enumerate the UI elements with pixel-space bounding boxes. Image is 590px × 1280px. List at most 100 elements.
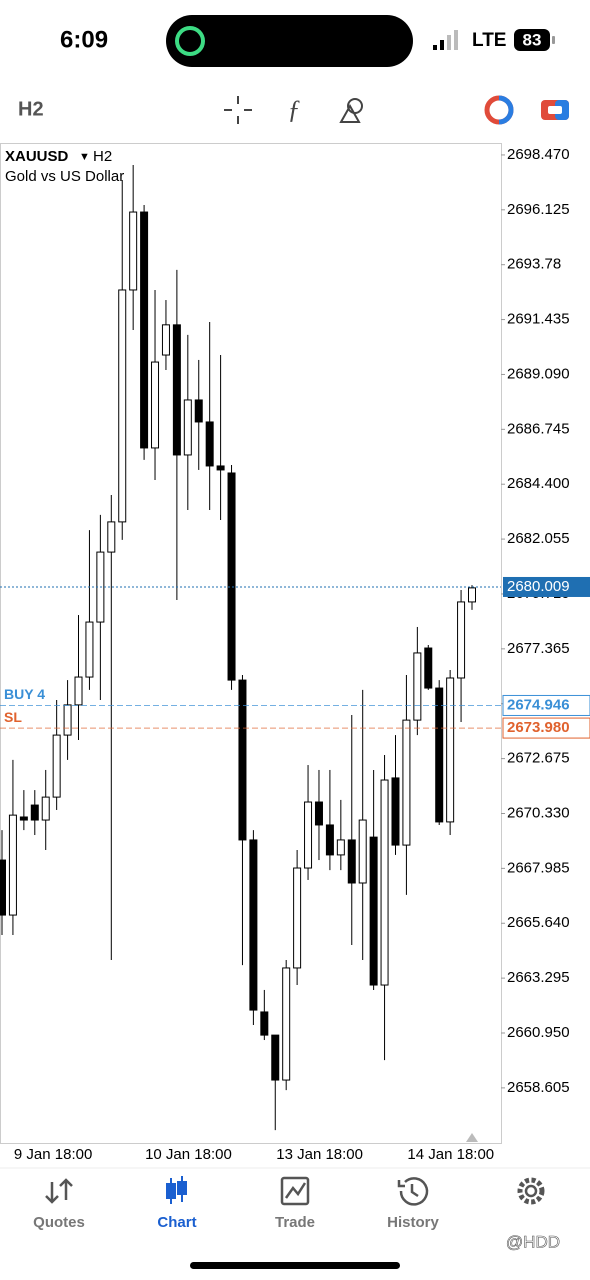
candle-body [358, 819, 367, 884]
chart-timeframe: H2 [93, 148, 112, 165]
battery-icon [514, 29, 550, 51]
candle-body [118, 289, 127, 523]
candle-body [19, 816, 28, 821]
history-icon [397, 1177, 429, 1206]
candle-body [402, 719, 411, 846]
tab-label[interactable]: History [387, 1214, 439, 1231]
dynamic-island [166, 15, 413, 67]
y-tick-label: 2686.745 [507, 420, 570, 437]
x-tick-label: 13 Jan 18:00 [276, 1146, 363, 1163]
candle-body [161, 324, 170, 356]
tab-bar: Quotes Chart Trade History [33, 1214, 439, 1231]
y-tick-label: 2691.435 [507, 311, 570, 328]
candle-body [205, 421, 214, 467]
candle-body [63, 704, 72, 736]
status-network: LTE [472, 30, 506, 51]
candle-body [391, 777, 400, 846]
candle-body [446, 677, 455, 823]
candle-body [424, 647, 433, 689]
y-tick-label: 2667.985 [507, 859, 570, 876]
y-tick-label: 2658.605 [507, 1079, 570, 1096]
tab-label[interactable]: Quotes [33, 1214, 85, 1231]
candle-body [8, 814, 17, 916]
candle-body [282, 967, 291, 1081]
y-tick-label: 2693.78 [507, 256, 561, 273]
candle-body [216, 465, 225, 471]
x-tick-label: 14 Jan 18:00 [407, 1146, 494, 1163]
tab-label[interactable]: Trade [275, 1214, 315, 1231]
trade-button[interactable] [484, 95, 514, 125]
candle-body [52, 734, 61, 798]
candle-body [85, 621, 94, 678]
y-tick-label: 2698.470 [507, 146, 570, 163]
y-tick-label: 2684.400 [507, 475, 570, 492]
candle-body [380, 779, 389, 986]
candle-body [347, 839, 356, 884]
price-label-box [502, 717, 590, 739]
candle-body [140, 211, 149, 449]
x-tick-label: 10 Jan 18:00 [145, 1146, 232, 1163]
tab-label[interactable]: Chart [157, 1214, 196, 1231]
price-label-box [503, 576, 590, 597]
candle-body [74, 676, 83, 706]
quotes-icon [45, 1178, 73, 1204]
settings-icon[interactable] [517, 1177, 545, 1205]
y-tick-label: 2696.125 [507, 201, 570, 218]
y-tick-label: 2689.090 [507, 365, 570, 382]
candle-body [172, 324, 181, 456]
candle-body [238, 679, 247, 841]
symbol-description: Gold vs US Dollar [5, 168, 124, 185]
candle-body [227, 472, 236, 681]
indicators-button[interactable]: ƒ [288, 95, 301, 124]
price-label: 2673.980 [507, 719, 570, 736]
candle-body [41, 796, 50, 821]
y-tick-label: 2682.055 [507, 530, 570, 547]
order-label: BUY 4 [4, 686, 45, 702]
y-tick-label: 2672.675 [507, 750, 570, 767]
battery-tip [552, 36, 555, 44]
crosshair-button[interactable] [224, 96, 252, 124]
account-button[interactable] [541, 100, 569, 120]
x-tick-label: 9 Jan 18:00 [14, 1146, 92, 1163]
y-tick-label: 2670.330 [507, 804, 570, 821]
status-time: 6:09 [60, 26, 108, 53]
candle-body [260, 1011, 269, 1036]
watermark: @HDD [506, 1232, 560, 1251]
candle-body [129, 211, 138, 291]
plot-area [0, 164, 501, 1131]
candle-body [249, 839, 258, 1011]
scroll-marker [466, 1133, 478, 1142]
order-label: SL [4, 709, 22, 725]
y-tick-label: 2663.295 [507, 969, 570, 986]
candle-body [107, 521, 116, 553]
candle-body [468, 587, 476, 603]
symbol: XAUUSD [5, 148, 69, 165]
candle-body [304, 801, 313, 869]
y-tick-label: 2660.950 [507, 1024, 570, 1041]
home-indicator [190, 1262, 400, 1269]
candle-body [457, 601, 466, 679]
chart-icon [166, 1176, 187, 1204]
dropdown-icon: ▼ [79, 151, 90, 163]
candle-body [194, 399, 203, 423]
price-label: 2674.946 [507, 696, 570, 713]
candle-body [271, 1034, 280, 1081]
candle-body [325, 824, 334, 856]
y-tick-label: 2665.640 [507, 914, 570, 931]
objects-button[interactable] [339, 98, 363, 123]
candle-body [0, 859, 6, 916]
timeframe-button[interactable]: H2 [18, 98, 44, 120]
candle-body [314, 801, 323, 826]
candle-body [151, 361, 160, 449]
candle-body [435, 687, 444, 823]
signal-icon [433, 30, 458, 50]
candle-body [413, 652, 422, 721]
candle-body [369, 836, 378, 986]
candle-body [336, 839, 345, 856]
trade-icon [280, 1176, 310, 1206]
y-tick-label: 2677.365 [507, 640, 570, 657]
candle-body [183, 399, 192, 456]
candle-body [30, 804, 39, 821]
